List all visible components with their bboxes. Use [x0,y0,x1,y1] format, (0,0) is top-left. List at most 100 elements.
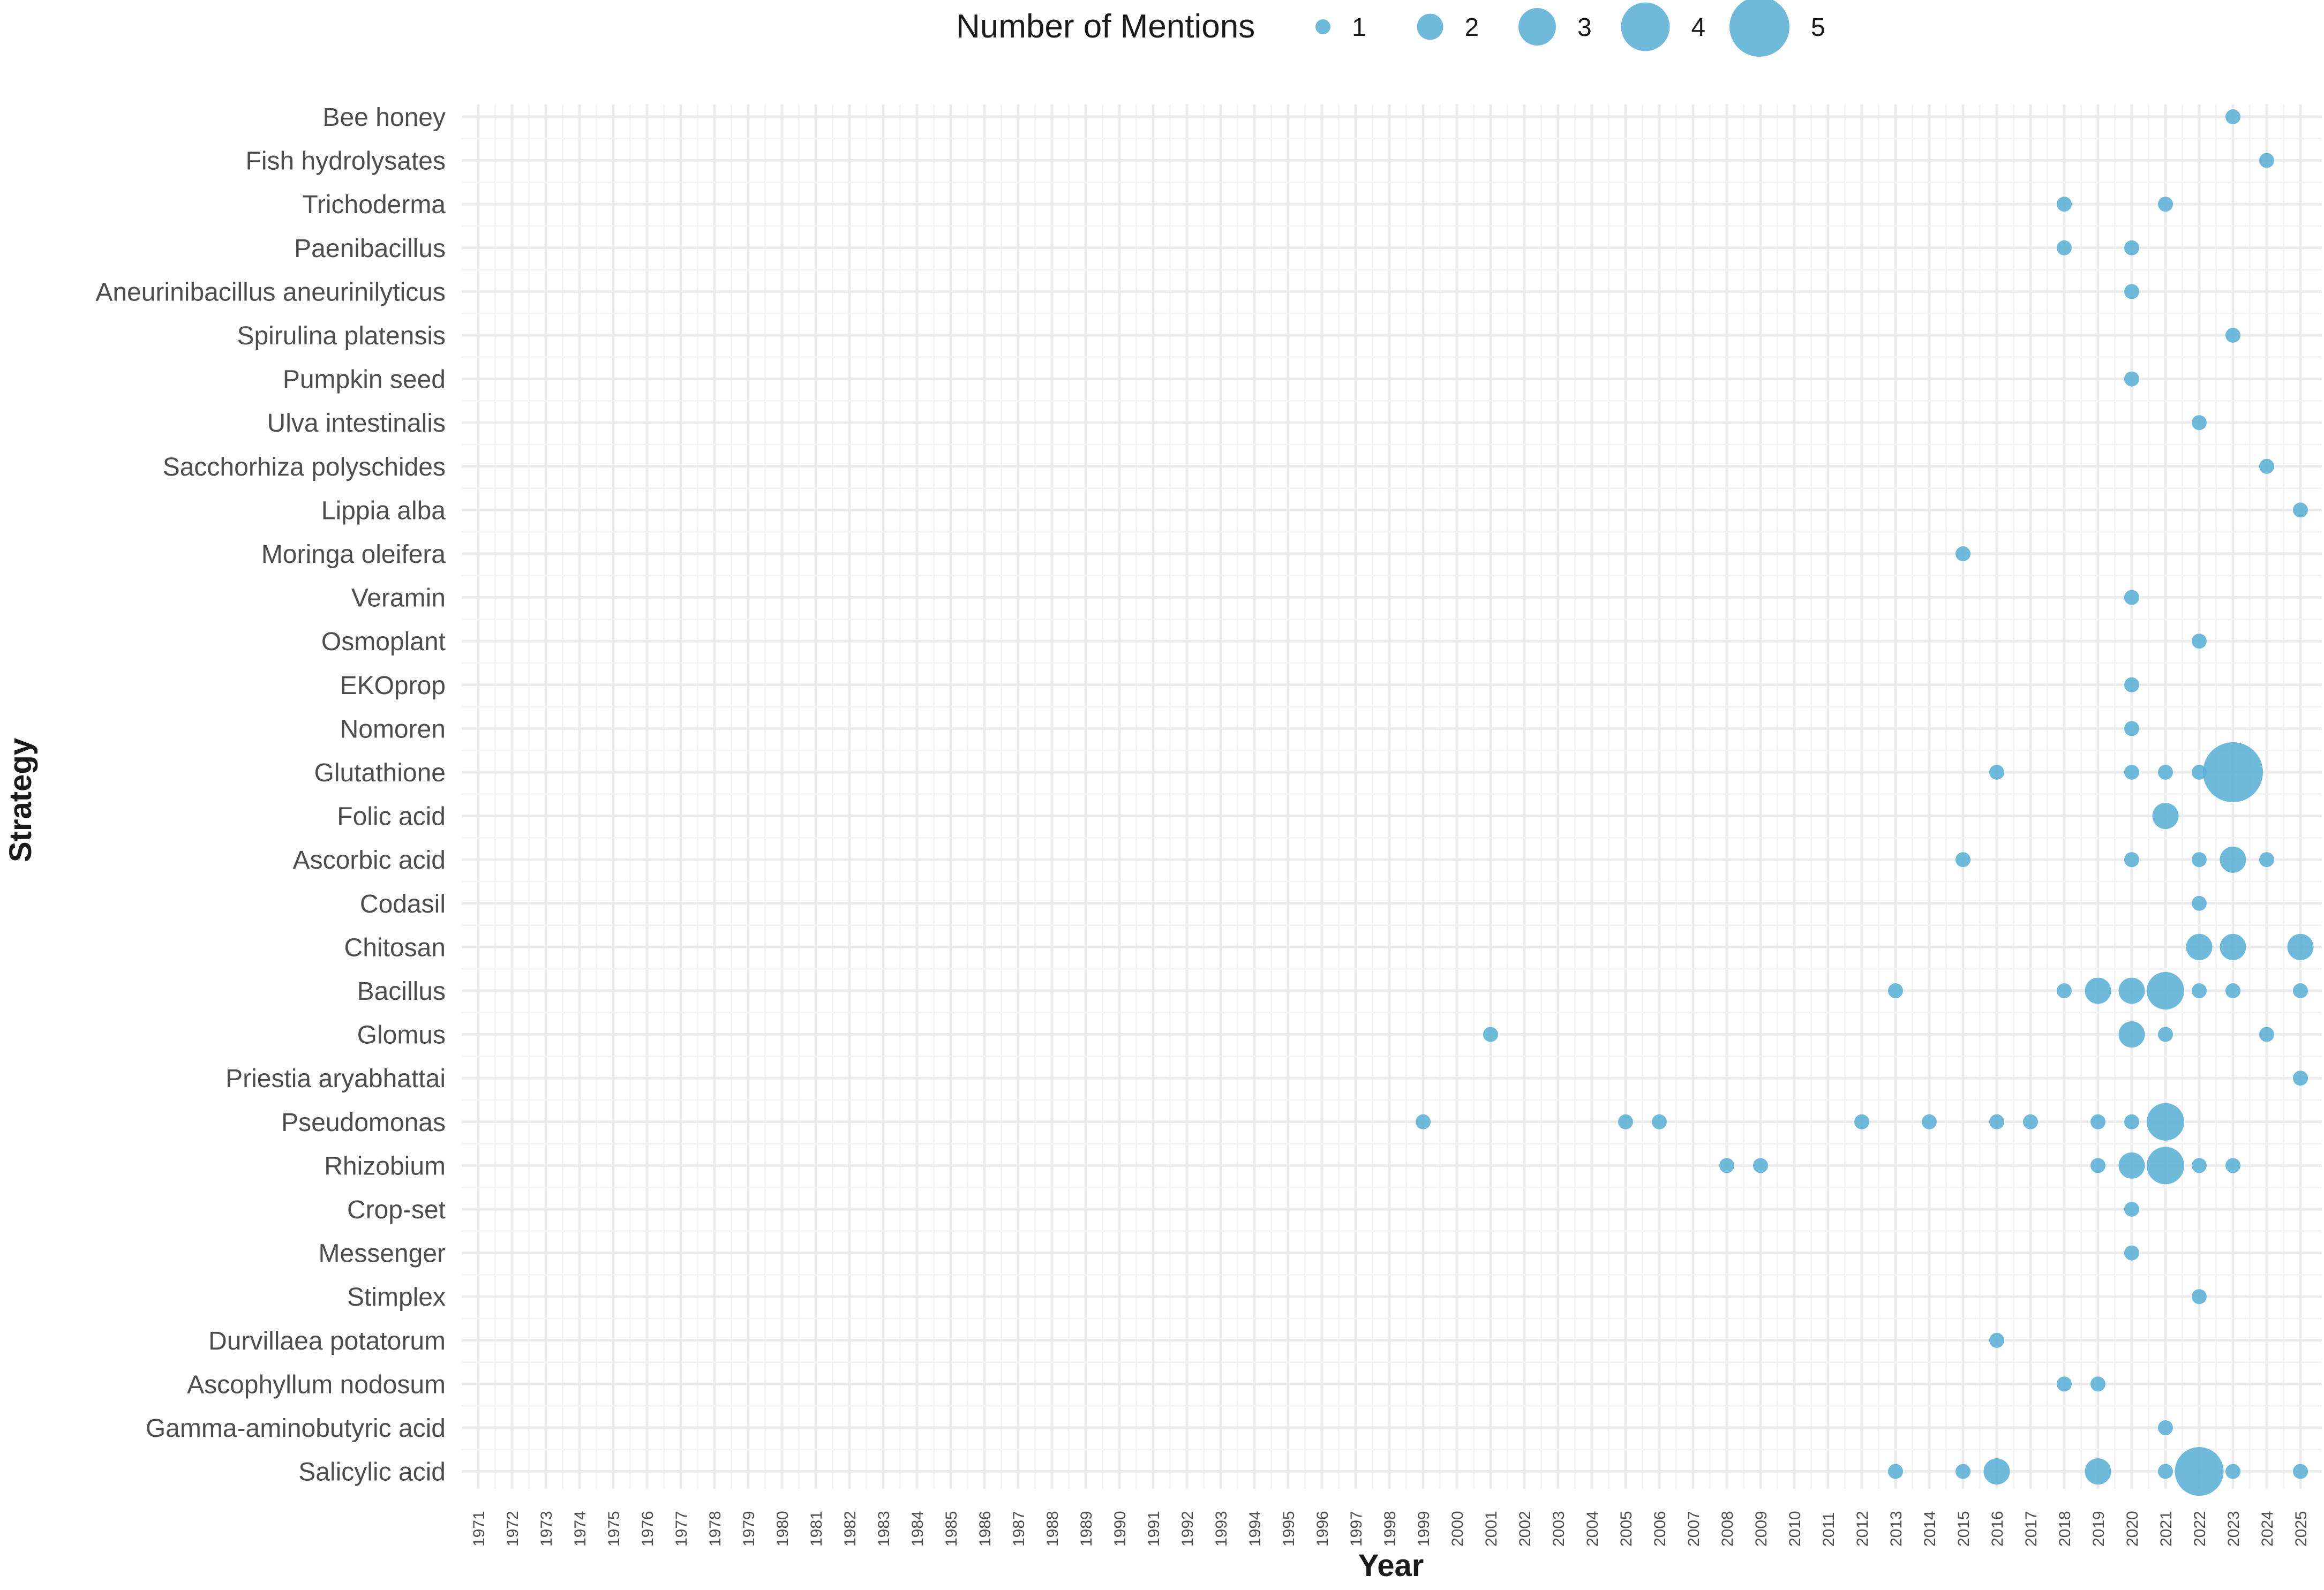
data-point [1989,1114,2004,1129]
y-tick-label: Glomus [357,1021,446,1050]
data-point [2192,634,2207,649]
data-point [1888,983,1903,998]
data-point [2220,846,2246,873]
x-tick-label: 1994 [1246,1511,1264,1547]
data-point [2057,983,2072,998]
data-point [2124,721,2139,736]
data-point [2057,197,2072,212]
x-tick-label: 2024 [2259,1511,2276,1547]
data-point [2023,1114,2038,1129]
data-point [2124,284,2139,299]
y-tick-label: Moringa oleifera [261,540,446,569]
y-tick-label: Crop-set [347,1196,446,1224]
data-point [2175,1447,2224,1496]
y-tick-label: Osmoplant [321,628,446,656]
x-tick-label: 2005 [1618,1511,1635,1547]
data-point [2124,1114,2139,1129]
x-tick-labels: 1971 1972 1973 1974 1975 1976 1977 1978 1979 1980… [470,1511,2310,1547]
x-tick-label: 2012 [1854,1511,1871,1547]
x-tick-label: 2011 [1820,1512,1838,1547]
legend-size-label: 1 [1352,13,1366,42]
y-tick-label: Pseudomonas [281,1109,446,1137]
x-tick-label: 2022 [2191,1511,2209,1547]
y-tick-label: Stimplex [347,1283,446,1312]
y-tick-label: Fish hydrolysates [246,147,446,176]
y-tick-label: Rhizobium [324,1152,446,1180]
data-point [2192,765,2207,780]
data-point [2057,1376,2072,1392]
y-tick-label: Durvillaea potatorum [208,1327,446,1355]
x-tick-label: 1971 [470,1511,488,1547]
data-point [2124,371,2139,387]
y-tick-label: Spirulina platensis [237,322,446,350]
data-point [2158,1027,2173,1042]
data-point [2124,590,2139,605]
x-tick-label: 1979 [740,1511,758,1547]
x-tick-label: 2006 [1651,1511,1669,1547]
x-tick-label: 1976 [639,1511,657,1547]
x-tick-label: 2009 [1753,1511,1770,1547]
data-point [2192,852,2207,868]
x-tick-label: 1973 [538,1511,555,1547]
x-tick-label: 2015 [1955,1511,1973,1547]
data-point [2186,933,2213,960]
y-tick-label: Ascorbic acid [293,846,446,875]
legend-size-label: 2 [1465,13,1479,42]
data-point [2152,803,2179,830]
legend-size-key [1621,2,1670,51]
y-tick-label: Ascophyllum nodosum [187,1370,446,1399]
x-tick-label: 2001 [1483,1511,1500,1547]
legend-size-key [1315,19,1330,34]
data-point [2225,1464,2240,1479]
data-point [2293,502,2308,518]
x-tick-label: 1998 [1381,1511,1399,1547]
data-point [2293,983,2308,998]
data-point [1483,1027,1498,1042]
y-tick-label: Bacillus [357,977,446,1006]
data-point [2085,977,2111,1004]
size-legend: Number of Mentions 1 2 3 4 5 [956,0,1825,57]
x-tick-label: 2023 [2225,1511,2243,1547]
data-point [2203,742,2263,802]
data-point [2158,197,2173,212]
y-tick-label: Ulva intestinalis [267,409,446,438]
x-tick-label: 2000 [1449,1511,1466,1547]
x-tick-label: 2004 [1584,1511,1601,1547]
y-axis-title: Strategy [3,738,38,862]
x-tick-label: 2002 [1516,1511,1534,1547]
data-point [2220,933,2246,960]
legend-size-key [1518,8,1556,46]
data-points [1416,109,2314,1496]
data-point [2293,1464,2308,1479]
y-tick-label: Chitosan [344,933,446,962]
grid-layer [462,104,2322,1489]
x-tick-label: 1978 [706,1511,724,1547]
x-tick-label: 1985 [943,1511,960,1547]
x-tick-label: 1972 [504,1511,522,1547]
data-point [2225,983,2240,998]
x-tick-label: 1991 [1145,1511,1163,1547]
data-point [1618,1114,1633,1129]
data-point [2147,1147,2184,1185]
x-tick-label: 2014 [1921,1511,1939,1547]
data-point [2158,765,2173,780]
y-tick-labels: Bee honey Fish hydrolysates Trichoderma Pae… [95,103,446,1487]
x-tick-label: 2020 [2124,1511,2141,1547]
data-point [2287,933,2314,960]
x-tick-label: 1996 [1314,1511,1332,1547]
y-tick-label: Nomoren [340,715,446,743]
x-tick-label: 1990 [1111,1511,1129,1547]
data-point [2225,109,2240,124]
y-tick-label: Bee honey [322,103,446,132]
data-point [2192,1289,2207,1305]
data-point [2158,1464,2173,1479]
data-point [1719,1158,1734,1173]
data-point [2192,415,2207,431]
data-point [2124,240,2139,255]
data-point [1922,1114,1937,1129]
y-tick-label: Messenger [319,1240,446,1268]
data-point [2118,977,2145,1004]
x-tick-label: 1997 [1348,1511,1365,1547]
